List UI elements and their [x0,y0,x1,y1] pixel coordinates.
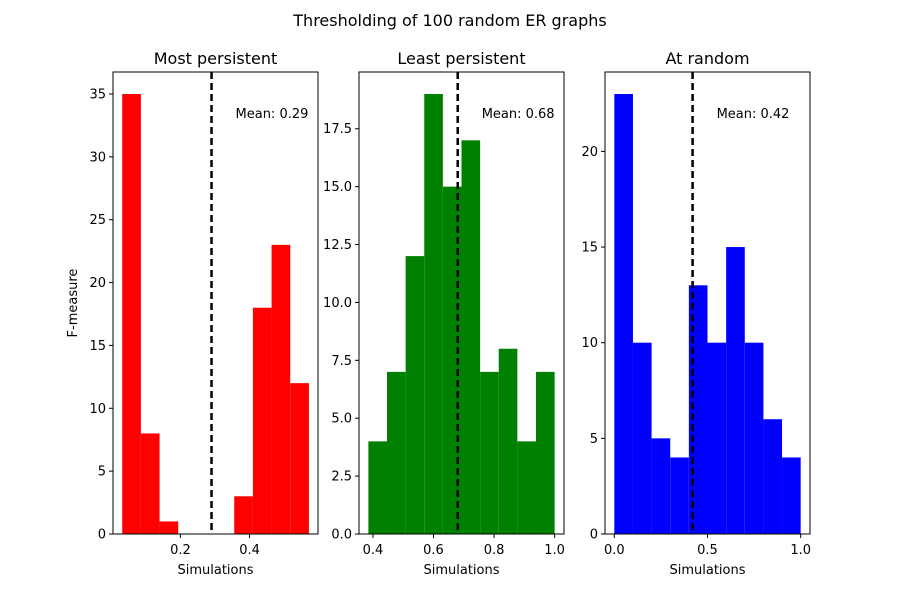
histogram-bar [252,307,272,534]
chart-panels: Mean: 0.29 Most persistent 0.2 0.4 0 5 10 15 20 2… [66,49,811,578]
histogram-bar [368,441,388,534]
x-tick-label: 0.6 [423,543,444,558]
axes-frame [112,71,319,535]
histogram-bar [140,433,160,534]
histogram-bar [614,94,633,534]
y-tick-label: 2.5 [331,470,352,485]
y-tick-label: 15.0 [323,180,352,195]
x-tick-label: 0.2 [170,543,191,558]
x-axis-label: Simulations [423,563,499,578]
histogram-bar [517,441,536,534]
x-tick-label: 0.8 [484,543,505,558]
y-tick-label: 0 [590,528,598,543]
panel-title: At random [665,49,749,68]
y-tick-label: 5 [590,432,598,447]
panel-title: Least persistent [397,49,525,68]
histogram-bar [632,342,652,534]
panel-title: Most persistent [154,49,278,68]
histogram-bar [726,247,745,535]
y-tick-label: 12.5 [323,238,352,253]
y-tick-label: 10.0 [323,296,352,311]
y-tick-label: 15 [581,241,598,256]
mean-label: Mean: 0.68 [482,107,555,122]
x-tick-label: 1.0 [544,543,565,558]
histogram-bar [234,496,253,534]
histogram-bar [480,371,499,534]
histogram-bar [271,244,291,534]
y-tick-label: 0 [98,528,106,543]
axes-frame [358,71,565,535]
histogram-bar [290,383,309,534]
x-tick-label: 1.0 [790,543,811,558]
y-axis-label: F-measure [66,269,81,338]
y-tick-label: 25 [89,213,106,228]
mean-label: Mean: 0.42 [717,107,790,122]
x-tick-label: 0.4 [239,543,260,558]
histogram-bar [670,457,689,534]
histogram-bar [763,419,783,534]
y-tick-label: 0.0 [331,528,352,543]
y-tick-label: 30 [89,150,106,165]
y-tick-label: 17.5 [323,122,352,137]
y-tick-label: 5 [98,465,106,480]
x-tick-label: 0.0 [604,543,625,558]
y-tick-label: 10 [581,336,598,351]
histogram-bar [424,94,443,534]
histogram-bar [651,438,671,534]
histogram-bar [387,371,406,534]
histogram-bar [744,342,764,534]
histogram-bar [535,371,555,534]
y-tick-label: 20 [89,276,106,291]
panel-1: Mean: 0.29 Most persistent 0.2 0.4 0 5 10 15 20 2… [66,49,319,578]
histogram-bar [159,521,179,534]
x-axis-label: Simulations [177,563,253,578]
y-tick-label: 15 [89,339,106,354]
x-tick-label: 0.4 [363,543,384,558]
panel-3: Mean: 0.42 At random 0.0 0.5 1.0 0 5 10 15 20 Simu… [581,49,811,578]
y-tick-label: 20 [581,145,598,160]
histogram-bar [707,342,727,534]
x-axis-label: Simulations [669,563,745,578]
mean-label: Mean: 0.29 [236,107,309,122]
y-tick-label: 5.0 [331,412,352,427]
histogram-bar [405,256,425,534]
histogram-bar [782,457,801,534]
y-tick-label: 7.5 [331,354,352,369]
histogram-bar [461,140,481,534]
histogram-bar [122,94,141,534]
y-tick-label: 35 [89,88,106,103]
x-tick-label: 0.5 [697,543,718,558]
histogram-bar [498,348,518,534]
y-tick-label: 10 [89,402,106,417]
figure-title: Thresholding of 100 random ER graphs [292,11,606,30]
panel-2: Mean: 0.68 Least persistent 0.4 0.6 0.8 1.0 0.… [323,49,565,578]
